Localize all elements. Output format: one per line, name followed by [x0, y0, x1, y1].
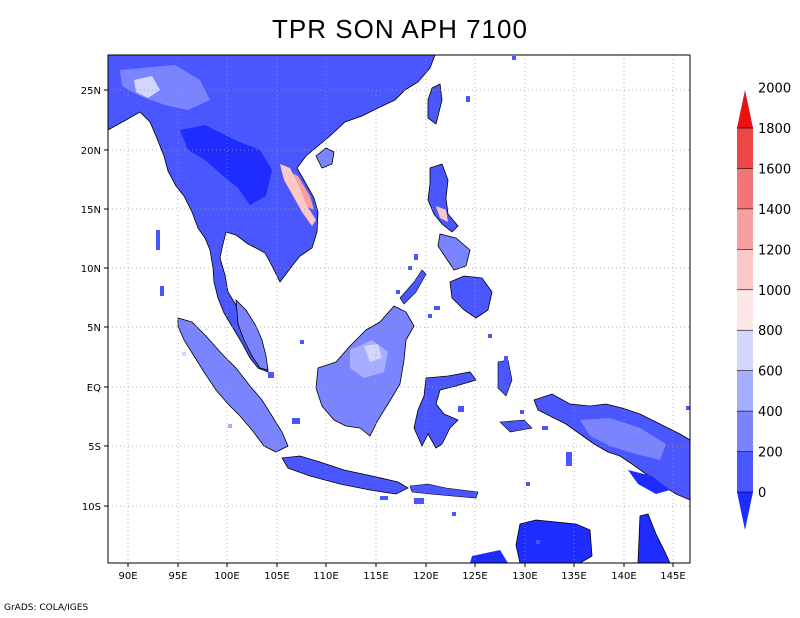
lon-label: 140E — [611, 571, 636, 582]
lat-label: 15N — [81, 205, 101, 216]
colorbar-segment — [737, 128, 753, 169]
lat-label: 25N — [81, 86, 101, 97]
longitude-axis — [127, 563, 674, 567]
luzon-island — [427, 163, 459, 233]
new-guinea-light-patch — [580, 418, 666, 460]
colorbar-segment — [737, 249, 753, 290]
hainan-island — [315, 147, 335, 169]
colorbar-label: 1400 — [758, 203, 791, 218]
borneo-lightest-patch — [364, 344, 382, 362]
lat-label: 5N — [87, 323, 101, 334]
mainland-light-patch — [120, 65, 210, 110]
visayas-islands — [437, 233, 471, 271]
colorbar-segment — [737, 208, 753, 250]
colorbar-label: 1000 — [758, 284, 791, 299]
map-title: TPR SON APH 7100 — [272, 14, 528, 44]
malay-peninsula — [235, 298, 269, 371]
lon-label: 120E — [413, 571, 438, 582]
java-island — [281, 455, 409, 495]
map-frame — [107, 54, 691, 564]
latitude-labels: 25N 20N 15N 10N 5N EQ 5S 10S — [81, 86, 101, 513]
colorbar-segment — [737, 330, 753, 371]
credit-text: GrADS: COLA/IGES — [4, 603, 89, 613]
colorbar-label: 1600 — [758, 162, 791, 177]
lon-label: 130E — [512, 571, 537, 582]
colorbar-label: 600 — [758, 365, 783, 380]
highland-light-patch — [134, 76, 160, 98]
lon-label: 135E — [561, 571, 586, 582]
lesser-sunda-islands — [409, 483, 479, 499]
lon-label: 125E — [462, 571, 487, 582]
lon-label: 145E — [660, 571, 685, 582]
lat-label: EQ — [87, 383, 101, 394]
colorbar-segment — [737, 90, 753, 128]
colorbar-label: 1800 — [758, 122, 791, 137]
cape-york — [637, 513, 671, 563]
taiwan-island — [427, 83, 443, 125]
lat-label: 5S — [88, 442, 101, 453]
australia-west-tip — [470, 550, 508, 563]
lat-label: 10N — [81, 264, 101, 275]
australia-north-coast — [515, 519, 593, 563]
sulawesi-island — [413, 371, 477, 449]
colorbar: 0 200 400 600 800 1000 1200 1400 1600 1800 2000 — [737, 82, 791, 530]
lon-label: 105E — [264, 571, 289, 582]
colorbar-segment — [737, 492, 753, 530]
lat-label: 20N — [81, 146, 101, 157]
colorbar-label: 400 — [758, 405, 783, 420]
colorbar-label: 2000 — [758, 82, 791, 97]
new-guinea-dark-patch — [628, 470, 670, 494]
graticule — [108, 55, 690, 563]
small-island-cells — [156, 56, 690, 544]
precipitation-field — [108, 55, 690, 563]
sumatra-island — [177, 317, 289, 453]
colorbar-segment — [737, 289, 753, 331]
seram-island — [499, 419, 533, 433]
luzon-high-patch — [436, 206, 448, 222]
colorbar-segment — [737, 411, 753, 452]
colorbar-segment — [737, 168, 753, 209]
latitude-axis — [104, 89, 108, 507]
lon-label: 95E — [168, 571, 187, 582]
colorbar-segment — [737, 451, 753, 492]
colorbar-label: 800 — [758, 324, 783, 339]
lon-label: 100E — [214, 571, 239, 582]
mindanao-island — [449, 275, 493, 319]
colorbar-label: 0 — [758, 486, 766, 501]
lat-label: 10S — [82, 502, 101, 513]
lon-label: 115E — [363, 571, 388, 582]
mainland-dark-patch — [180, 125, 272, 205]
halmahera-island — [497, 359, 513, 397]
colorbar-label: 1200 — [758, 243, 791, 258]
lon-label: 110E — [313, 571, 338, 582]
vietnam-coast-high — [280, 164, 316, 226]
colorbar-segment — [737, 370, 753, 412]
lon-label: 90E — [118, 571, 137, 582]
longitude-labels: 90E 95E 100E 105E 110E 115E 120E 125E 13… — [118, 571, 685, 582]
new-guinea-island — [533, 393, 690, 501]
palawan-island — [399, 269, 427, 305]
colorbar-label: 200 — [758, 446, 783, 461]
